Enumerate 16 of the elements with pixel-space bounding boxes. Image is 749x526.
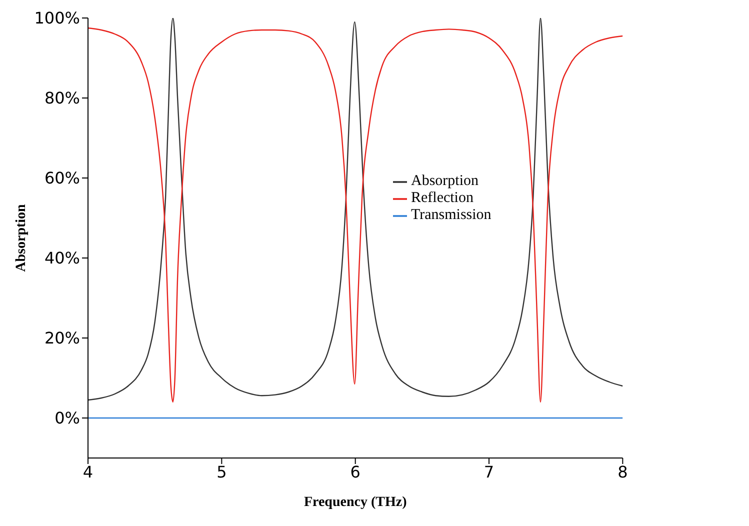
x-tick-label: 8 bbox=[618, 462, 628, 482]
x-tick-label: 6 bbox=[350, 462, 360, 482]
y-axis-title: Absorption bbox=[14, 204, 29, 272]
y-tick-label: 40% bbox=[44, 248, 80, 268]
x-tick-label: 4 bbox=[82, 462, 94, 482]
y-tick-label: 80% bbox=[44, 88, 80, 108]
y-tick-label: 0% bbox=[54, 408, 80, 428]
legend-label: Transmission bbox=[411, 207, 492, 223]
x-axis-title: Frequency (THz) bbox=[304, 495, 408, 510]
y-tick-label: 100% bbox=[34, 8, 80, 28]
y-tick-label: 20% bbox=[44, 328, 80, 348]
y-tick-label: 60% bbox=[44, 168, 80, 188]
legend-label: Absorption bbox=[411, 173, 478, 189]
legend-label: Reflection bbox=[411, 190, 474, 206]
x-tick-label: 7 bbox=[484, 462, 494, 482]
x-tick-label: 5 bbox=[216, 462, 227, 482]
